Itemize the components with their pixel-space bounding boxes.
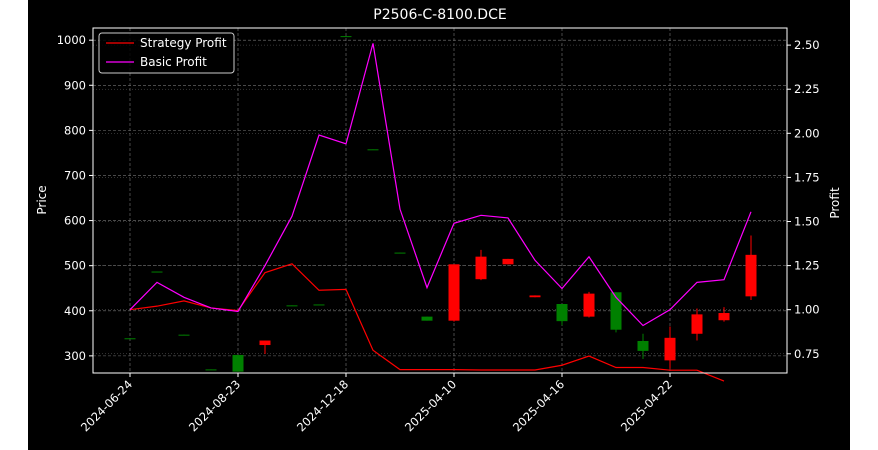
candle-body (151, 271, 163, 273)
candle-body (475, 256, 487, 280)
candle-body (691, 314, 703, 334)
candle-body (367, 149, 379, 151)
candle-body (259, 340, 271, 346)
y-left-tick-label: 600 (64, 214, 86, 228)
y-right-tick-label: 2.00 (794, 126, 820, 140)
candle-body (421, 316, 433, 321)
y-right-tick-label: 1.50 (794, 214, 820, 228)
chart-title: P2506-C-8100.DCE (373, 7, 506, 23)
y-right-tick-label: 0.75 (794, 347, 820, 361)
y-axis-left-title: Price (35, 185, 49, 214)
y-axis-right-title: Profit (828, 187, 842, 219)
candle-body (664, 337, 676, 361)
candle-body (637, 340, 649, 351)
line-layer (129, 43, 752, 382)
plot-frame (92, 27, 788, 374)
y-right-tick-label: 1.25 (794, 259, 820, 273)
candle-body (529, 295, 541, 298)
y-left-tick-label: 700 (64, 168, 86, 182)
y-right-tick-label: 2.50 (794, 38, 820, 52)
candle-body (124, 338, 136, 340)
candle-body (178, 334, 190, 336)
legend-label-basic-profit: Basic Profit (140, 55, 207, 69)
y-left-tick-label: 800 (64, 123, 86, 137)
basic-profit-line (129, 43, 752, 327)
y-left-tick-label: 1000 (57, 33, 86, 47)
candle-body (556, 304, 568, 322)
y-left-tick-label: 500 (64, 259, 86, 273)
candle-body (286, 305, 298, 307)
candle-body (448, 264, 460, 321)
candle-body (394, 252, 406, 254)
candle-body (232, 354, 244, 372)
chart-background (28, 0, 850, 450)
y-right-tick-label: 1.00 (794, 303, 820, 317)
legend: Strategy Profit Basic Profit (98, 32, 235, 74)
candle-body (502, 258, 514, 265)
y-right-tick-label: 1.75 (794, 170, 820, 184)
y-left-tick-label: 300 (64, 349, 86, 363)
candle-body (205, 369, 217, 371)
candle-body (718, 313, 730, 321)
candle-layer (124, 36, 757, 372)
candle-body (313, 304, 325, 306)
y-left-tick-label: 900 (64, 78, 86, 92)
candle-body (610, 292, 622, 330)
grid-layer (93, 28, 787, 373)
candle-body (583, 293, 595, 317)
legend-label-strategy-profit: Strategy Profit (140, 36, 227, 50)
candle-body (340, 36, 352, 38)
y-right-tick-label: 2.25 (794, 82, 820, 96)
y-left-tick-label: 400 (64, 304, 86, 318)
candle-body (745, 254, 757, 297)
